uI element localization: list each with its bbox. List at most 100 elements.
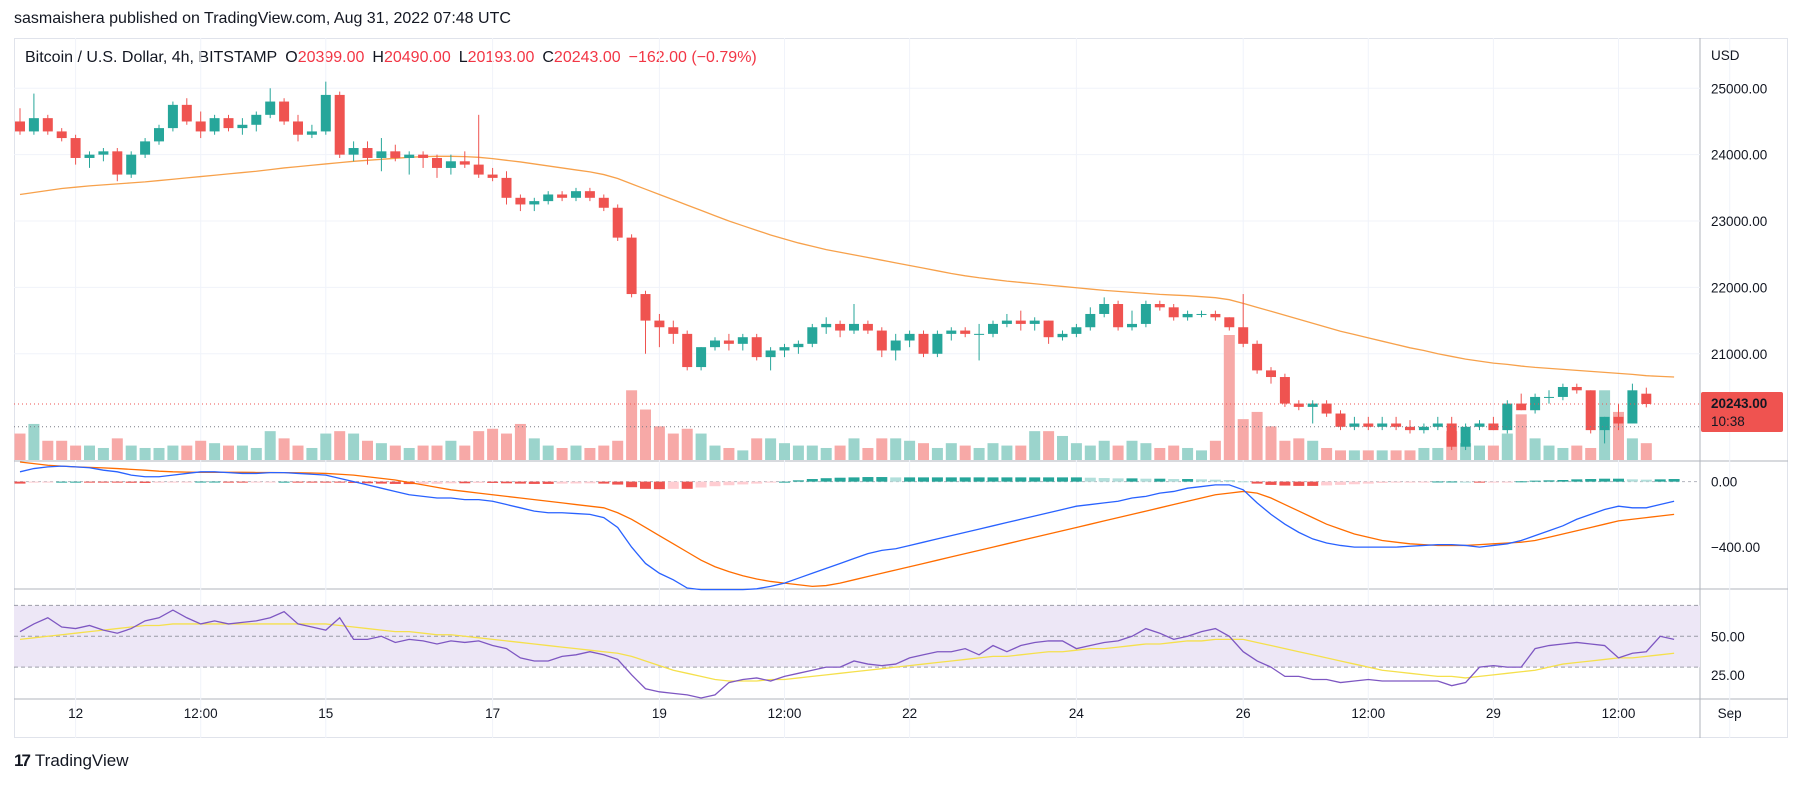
candle bbox=[876, 327, 887, 358]
candle-body bbox=[209, 118, 220, 132]
candle-body bbox=[1154, 304, 1165, 308]
candle bbox=[459, 151, 470, 168]
candle bbox=[904, 330, 915, 348]
macd-histogram-bar bbox=[1182, 479, 1194, 482]
volume-bar bbox=[1348, 450, 1360, 460]
volume-bar bbox=[862, 447, 874, 460]
macd-histogram-bar bbox=[1307, 481, 1319, 486]
candle bbox=[98, 148, 109, 162]
volume-bar bbox=[1640, 443, 1652, 460]
candle-body bbox=[28, 118, 39, 132]
candle bbox=[1516, 393, 1527, 411]
macd-histogram-bar bbox=[487, 481, 499, 483]
macd-histogram-bar bbox=[417, 481, 429, 484]
macd-histogram-bar bbox=[1001, 477, 1013, 482]
candle bbox=[1154, 300, 1165, 311]
candle-body bbox=[723, 340, 734, 344]
candle bbox=[181, 98, 192, 125]
candle-body bbox=[1446, 423, 1457, 447]
macd-histogram-bar bbox=[779, 481, 790, 483]
candle-body bbox=[98, 151, 109, 155]
macd-histogram-bar bbox=[1418, 481, 1430, 483]
candle bbox=[1446, 416, 1457, 451]
volume-bar bbox=[598, 445, 610, 460]
candle bbox=[70, 134, 81, 165]
macd-histogram-bar bbox=[1321, 481, 1333, 486]
macd-histogram-bar bbox=[264, 481, 276, 483]
macd-histogram-bar bbox=[1057, 477, 1068, 482]
candle-body bbox=[348, 148, 359, 155]
candle-body bbox=[696, 347, 707, 368]
volume-bar bbox=[779, 443, 790, 460]
candle-body bbox=[223, 118, 234, 129]
candle bbox=[988, 320, 998, 338]
macd-histogram-bar bbox=[904, 477, 916, 482]
candle bbox=[348, 141, 359, 162]
volume-bar bbox=[181, 445, 193, 460]
macd-histogram-bar bbox=[97, 481, 109, 483]
macd-histogram-bar bbox=[1390, 481, 1402, 483]
macd-histogram-bar bbox=[1279, 481, 1291, 486]
macd-histogram-bar bbox=[542, 481, 554, 484]
candle-body bbox=[1279, 377, 1290, 404]
candle-body bbox=[1057, 333, 1068, 338]
volume-bar bbox=[473, 431, 485, 460]
candle-body bbox=[1224, 317, 1235, 328]
candle-body bbox=[432, 157, 442, 168]
volume-bar bbox=[14, 433, 26, 460]
candle bbox=[682, 330, 693, 371]
candle bbox=[890, 333, 901, 361]
candle bbox=[1377, 416, 1388, 431]
macd-histogram-bar bbox=[1487, 481, 1499, 483]
candle-body bbox=[1460, 426, 1471, 447]
time-tick-label: 22 bbox=[902, 706, 917, 721]
volume-bar bbox=[1376, 450, 1388, 460]
candle-body bbox=[1391, 423, 1402, 427]
chart-frame[interactable] bbox=[14, 38, 1788, 738]
candle-body bbox=[376, 151, 387, 158]
price-axis-currency: USD bbox=[1711, 48, 1740, 63]
time-tick-label: 12:00 bbox=[768, 706, 802, 721]
candle-body bbox=[404, 154, 415, 158]
volume-bar bbox=[584, 447, 596, 460]
candle bbox=[932, 330, 943, 358]
candle-body bbox=[1377, 423, 1388, 427]
candle-body bbox=[668, 327, 679, 334]
time-tick-label: 19 bbox=[652, 706, 667, 721]
candle bbox=[779, 343, 790, 358]
volume-bar bbox=[1571, 445, 1583, 460]
volume-bar bbox=[751, 438, 763, 460]
rsi-tick-label: 50.00 bbox=[1711, 629, 1745, 644]
candle-body bbox=[1293, 403, 1304, 407]
candle bbox=[223, 114, 234, 132]
candle bbox=[571, 187, 581, 202]
macd-histogram-bar bbox=[626, 481, 638, 488]
macd-histogram-bar bbox=[598, 481, 610, 484]
macd-histogram-bar bbox=[931, 477, 943, 482]
macd-histogram-bar bbox=[528, 481, 540, 484]
rsi-tick-label: 25.00 bbox=[1711, 668, 1745, 683]
macd-histogram-bar bbox=[209, 481, 221, 483]
macd-tick-label: 0.00 bbox=[1711, 475, 1737, 490]
candle-body bbox=[571, 191, 581, 198]
volume-bar bbox=[945, 443, 957, 460]
footer: 17 TradingView bbox=[14, 751, 128, 771]
last-price-tag bbox=[1701, 392, 1783, 433]
volume-bar bbox=[1057, 435, 1068, 460]
legend-open: 20399.00 bbox=[297, 49, 365, 66]
macd-histogram-bar bbox=[876, 477, 888, 482]
candle-body bbox=[1168, 307, 1179, 318]
candle-body bbox=[1266, 370, 1276, 378]
candle bbox=[1321, 400, 1332, 417]
volume-bar bbox=[236, 445, 248, 460]
volume-bar bbox=[931, 447, 943, 460]
candle bbox=[1182, 310, 1193, 321]
candle bbox=[626, 234, 637, 298]
volume-bar bbox=[292, 445, 304, 460]
candle bbox=[445, 154, 456, 175]
symbol-legend: Bitcoin / U.S. Dollar, 4h, BITSTAMP O2039… bbox=[25, 49, 757, 67]
macd-histogram-bar bbox=[890, 477, 902, 482]
candle-body bbox=[890, 340, 901, 351]
macd-histogram-bar bbox=[431, 481, 443, 484]
